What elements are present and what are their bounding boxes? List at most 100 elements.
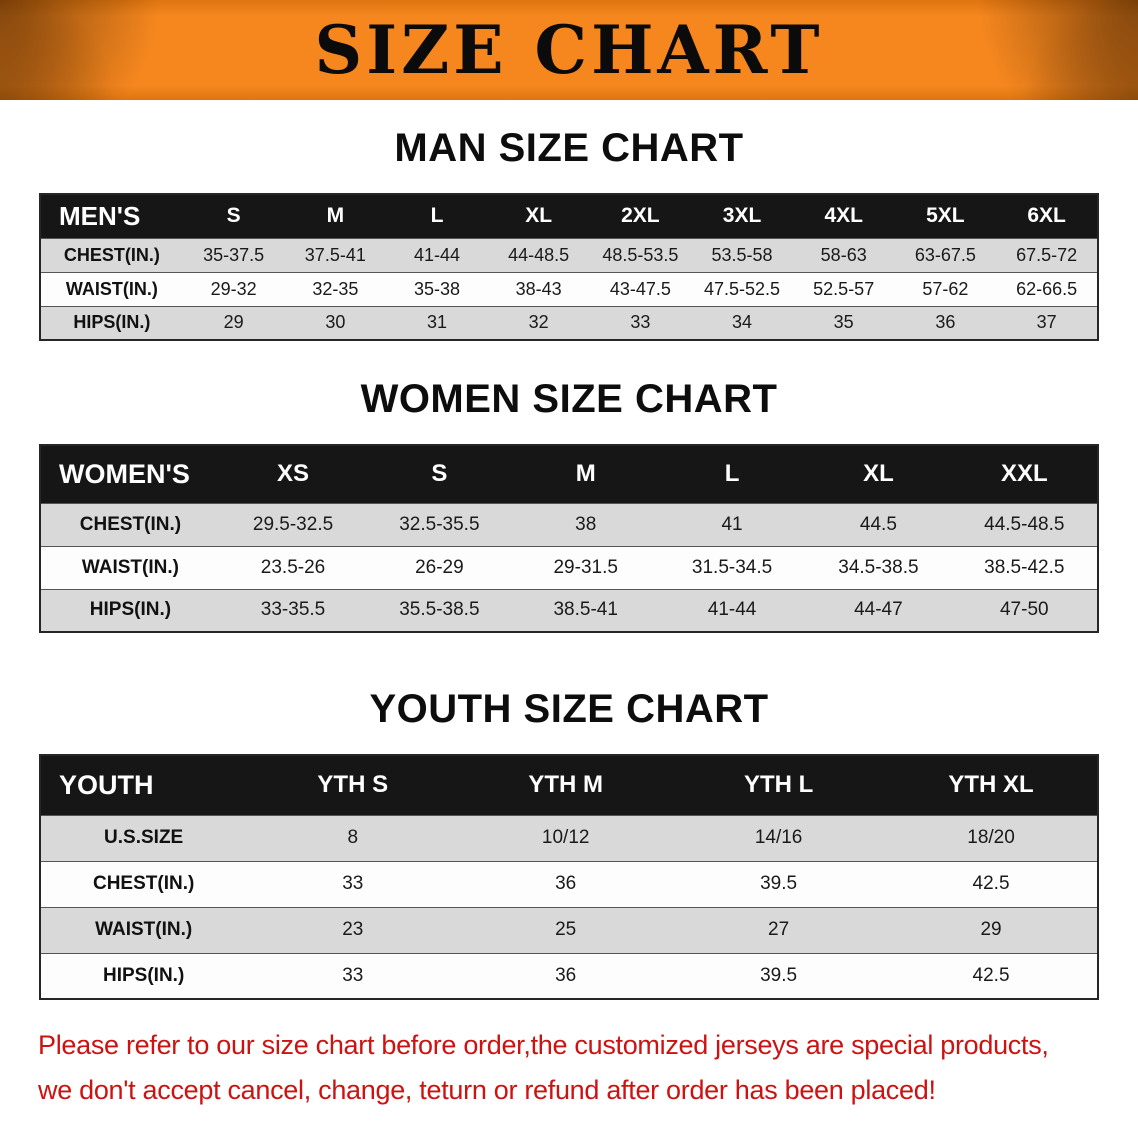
size-value-cell: 29 (182, 305, 285, 340)
size-value-cell: 37.5-41 (284, 237, 387, 272)
size-value-cell: 44-47 (805, 588, 952, 632)
size-value-cell: 33-35.5 (219, 588, 367, 632)
banner: SIZE CHART (0, 0, 1138, 100)
size-column-header: 4XL (792, 194, 895, 238)
row-label: HIPS(IN.) (40, 305, 183, 340)
size-value-cell: 35-37.5 (182, 237, 285, 272)
size-value-cell: 57-62 (894, 271, 997, 306)
size-column-header: XL (805, 445, 952, 503)
size-value-cell: 31 (386, 305, 488, 340)
size-value-cell: 41 (658, 502, 806, 546)
size-value-cell: 52.5-57 (792, 271, 895, 306)
size-value-cell: 23 (246, 906, 460, 953)
size-value-cell: 39.5 (672, 952, 886, 999)
size-sections: MAN SIZE CHART MEN'S S M L XL 2XL 3XL 4XL 5XL 6XL C… (0, 126, 1138, 1000)
size-value-cell: 18/20 (885, 814, 1098, 861)
table-row: WAIST(IN.) 23 25 27 29 (40, 906, 1098, 953)
size-column-header: L (386, 194, 488, 238)
size-column-header: XXL (951, 445, 1098, 503)
size-value-cell: 41-44 (658, 588, 806, 632)
size-section-womens: WOMEN SIZE CHART WOMEN'S XS S M L XL XXL CHEST(I… (0, 377, 1138, 633)
size-column-header: YTH S (246, 755, 460, 815)
size-value-cell: 27 (672, 906, 886, 953)
table-title-cell: MEN'S (40, 194, 183, 238)
size-value-cell: 43-47.5 (589, 271, 692, 306)
page-title: SIZE CHART (314, 11, 824, 89)
table-header-row: MEN'S S M L XL 2XL 3XL 4XL 5XL 6XL (40, 194, 1098, 238)
size-value-cell: 38.5-42.5 (951, 545, 1098, 589)
size-column-header: L (658, 445, 806, 503)
size-value-cell: 38.5-41 (512, 588, 659, 632)
table-row: CHEST(IN.) 33 36 39.5 42.5 (40, 860, 1098, 907)
size-value-cell: 58-63 (792, 237, 895, 272)
notice-line-2: we don't accept cancel, change, teturn o… (38, 1075, 936, 1106)
size-value-cell: 67.5-72 (996, 237, 1098, 272)
size-column-header: XL (487, 194, 590, 238)
size-value-cell: 42.5 (885, 860, 1098, 907)
size-value-cell: 29-32 (182, 271, 285, 306)
table-row: HIPS(IN.) 29 30 31 32 33 34 35 36 37 (40, 305, 1098, 340)
size-value-cell: 34 (691, 305, 793, 340)
row-label: WAIST(IN.) (40, 271, 183, 306)
size-value-cell: 44.5 (805, 502, 952, 546)
table-header-row: WOMEN'S XS S M L XL XXL (40, 445, 1098, 503)
notice-line-1: Please refer to our size chart before or… (38, 1030, 1049, 1060)
mens-size-table: MEN'S S M L XL 2XL 3XL 4XL 5XL 6XL CHEST(IN.) 35-37… (39, 193, 1099, 341)
row-label: WAIST(IN.) (40, 906, 247, 953)
size-value-cell: 38 (512, 502, 659, 546)
size-value-cell: 33 (246, 952, 460, 999)
row-label: CHEST(IN.) (40, 502, 220, 546)
table-row: HIPS(IN.) 33 36 39.5 42.5 (40, 952, 1098, 999)
table-row: HIPS(IN.) 33-35.5 35.5-38.5 38.5-41 41-44 44-… (40, 588, 1098, 632)
size-value-cell: 33 (246, 860, 460, 907)
size-value-cell: 62-66.5 (996, 271, 1098, 306)
table-row: CHEST(IN.) 35-37.5 37.5-41 41-44 44-48.5 48.5… (40, 237, 1098, 272)
table-row: CHEST(IN.) 29.5-32.5 32.5-35.5 38 41 44.5 44.5… (40, 502, 1098, 546)
size-value-cell: 30 (284, 305, 387, 340)
table-row: U.S.SIZE 8 10/12 14/16 18/20 (40, 814, 1098, 861)
size-value-cell: 44-48.5 (487, 237, 590, 272)
table-title-cell: YOUTH (40, 755, 247, 815)
size-value-cell: 47.5-52.5 (691, 271, 793, 306)
size-value-cell: 33 (589, 305, 692, 340)
size-section-youth: YOUTH SIZE CHART YOUTH YTH S YTH M YTH L YTH … (0, 687, 1138, 1000)
row-label: HIPS(IN.) (40, 588, 220, 632)
section-heading: YOUTH SIZE CHART (369, 687, 769, 731)
size-column-header: 5XL (894, 194, 997, 238)
size-value-cell: 41-44 (386, 237, 488, 272)
size-value-cell: 32.5-35.5 (366, 502, 513, 546)
order-notice: Please refer to our size chart before or… (0, 1026, 1138, 1130)
size-value-cell: 25 (459, 906, 673, 953)
row-label: HIPS(IN.) (40, 952, 247, 999)
size-value-cell: 32 (487, 305, 590, 340)
table-row: WAIST(IN.) 23.5-26 26-29 29-31.5 31.5-34.5 34… (40, 545, 1098, 589)
size-value-cell: 63-67.5 (894, 237, 997, 272)
size-value-cell: 44.5-48.5 (951, 502, 1098, 546)
size-column-header: YTH L (672, 755, 886, 815)
row-label: CHEST(IN.) (40, 860, 247, 907)
size-column-header: S (182, 194, 285, 238)
size-value-cell: 29.5-32.5 (219, 502, 367, 546)
size-value-cell: 23.5-26 (219, 545, 367, 589)
section-heading: MAN SIZE CHART (394, 126, 744, 170)
table-title-cell: WOMEN'S (40, 445, 220, 503)
size-column-header: M (284, 194, 387, 238)
size-value-cell: 36 (459, 860, 673, 907)
size-column-header: 3XL (691, 194, 793, 238)
size-value-cell: 48.5-53.5 (589, 237, 692, 272)
size-value-cell: 53.5-58 (691, 237, 793, 272)
size-value-cell: 38-43 (487, 271, 590, 306)
size-column-header: 2XL (589, 194, 692, 238)
size-value-cell: 35-38 (386, 271, 488, 306)
size-column-header: M (512, 445, 659, 503)
table-row: WAIST(IN.) 29-32 32-35 35-38 38-43 43-47.5 47.… (40, 271, 1098, 306)
section-heading: WOMEN SIZE CHART (360, 377, 778, 421)
size-value-cell: 42.5 (885, 952, 1098, 999)
size-section-mens: MAN SIZE CHART MEN'S S M L XL 2XL 3XL 4XL 5XL 6XL C… (0, 126, 1138, 341)
size-value-cell: 10/12 (459, 814, 673, 861)
size-value-cell: 14/16 (672, 814, 886, 861)
size-value-cell: 36 (894, 305, 997, 340)
size-value-cell: 37 (996, 305, 1098, 340)
size-column-header: XS (219, 445, 367, 503)
